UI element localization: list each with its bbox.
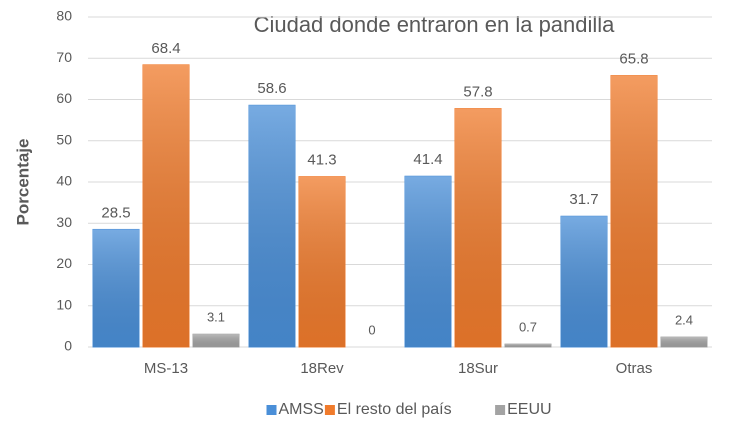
bar-shine [561,216,607,347]
data-label: 31.7 [569,191,598,208]
y-tick-label: 20 [56,255,72,271]
y-tick-label: 60 [56,90,72,106]
data-label: 28.5 [101,204,130,221]
bar-shine [405,176,451,347]
data-label: 65.8 [619,51,648,68]
legend-label: El resto del país [337,401,452,418]
bar-shine [505,344,551,347]
y-tick-label: 70 [56,49,72,65]
chart-title: Ciudad donde entraron en la pandilla [254,12,616,37]
bar-shine [193,334,239,347]
y-tick-label: 40 [56,173,72,189]
data-label: 3.1 [207,310,225,325]
y-tick-label: 80 [56,8,72,24]
legend-swatch [495,405,506,415]
y-axis-label: Porcentaje [13,139,32,226]
data-label: 41.3 [307,152,336,169]
bar-shine [143,64,189,347]
y-tick-label: 10 [56,296,72,312]
legend-label: EEUU [507,401,551,418]
legend-swatch [266,405,277,415]
x-tick-label: Otras [616,360,653,377]
data-label: 0 [368,322,375,337]
data-label: 57.8 [463,84,492,101]
bar-shine [661,337,707,347]
bar-shine [93,229,139,347]
bar-shine [455,108,501,347]
y-tick-label: 30 [56,214,72,230]
bar-shine [611,75,657,347]
data-label: 41.4 [413,151,442,168]
legend-label: AMSS [279,401,324,418]
bar-shine [299,176,345,347]
data-label: 58.6 [257,80,286,97]
bar-shine [249,105,295,348]
y-tick-label: 0 [64,338,72,354]
legend-swatch [324,405,335,415]
data-label: 68.4 [151,40,180,57]
x-tick-label: 18Rev [300,360,344,377]
x-tick-label: 18Sur [458,360,498,377]
data-label: 0.7 [519,320,537,335]
y-tick-label: 50 [56,131,72,147]
data-label: 2.4 [675,313,693,328]
x-tick-label: MS-13 [144,360,188,377]
